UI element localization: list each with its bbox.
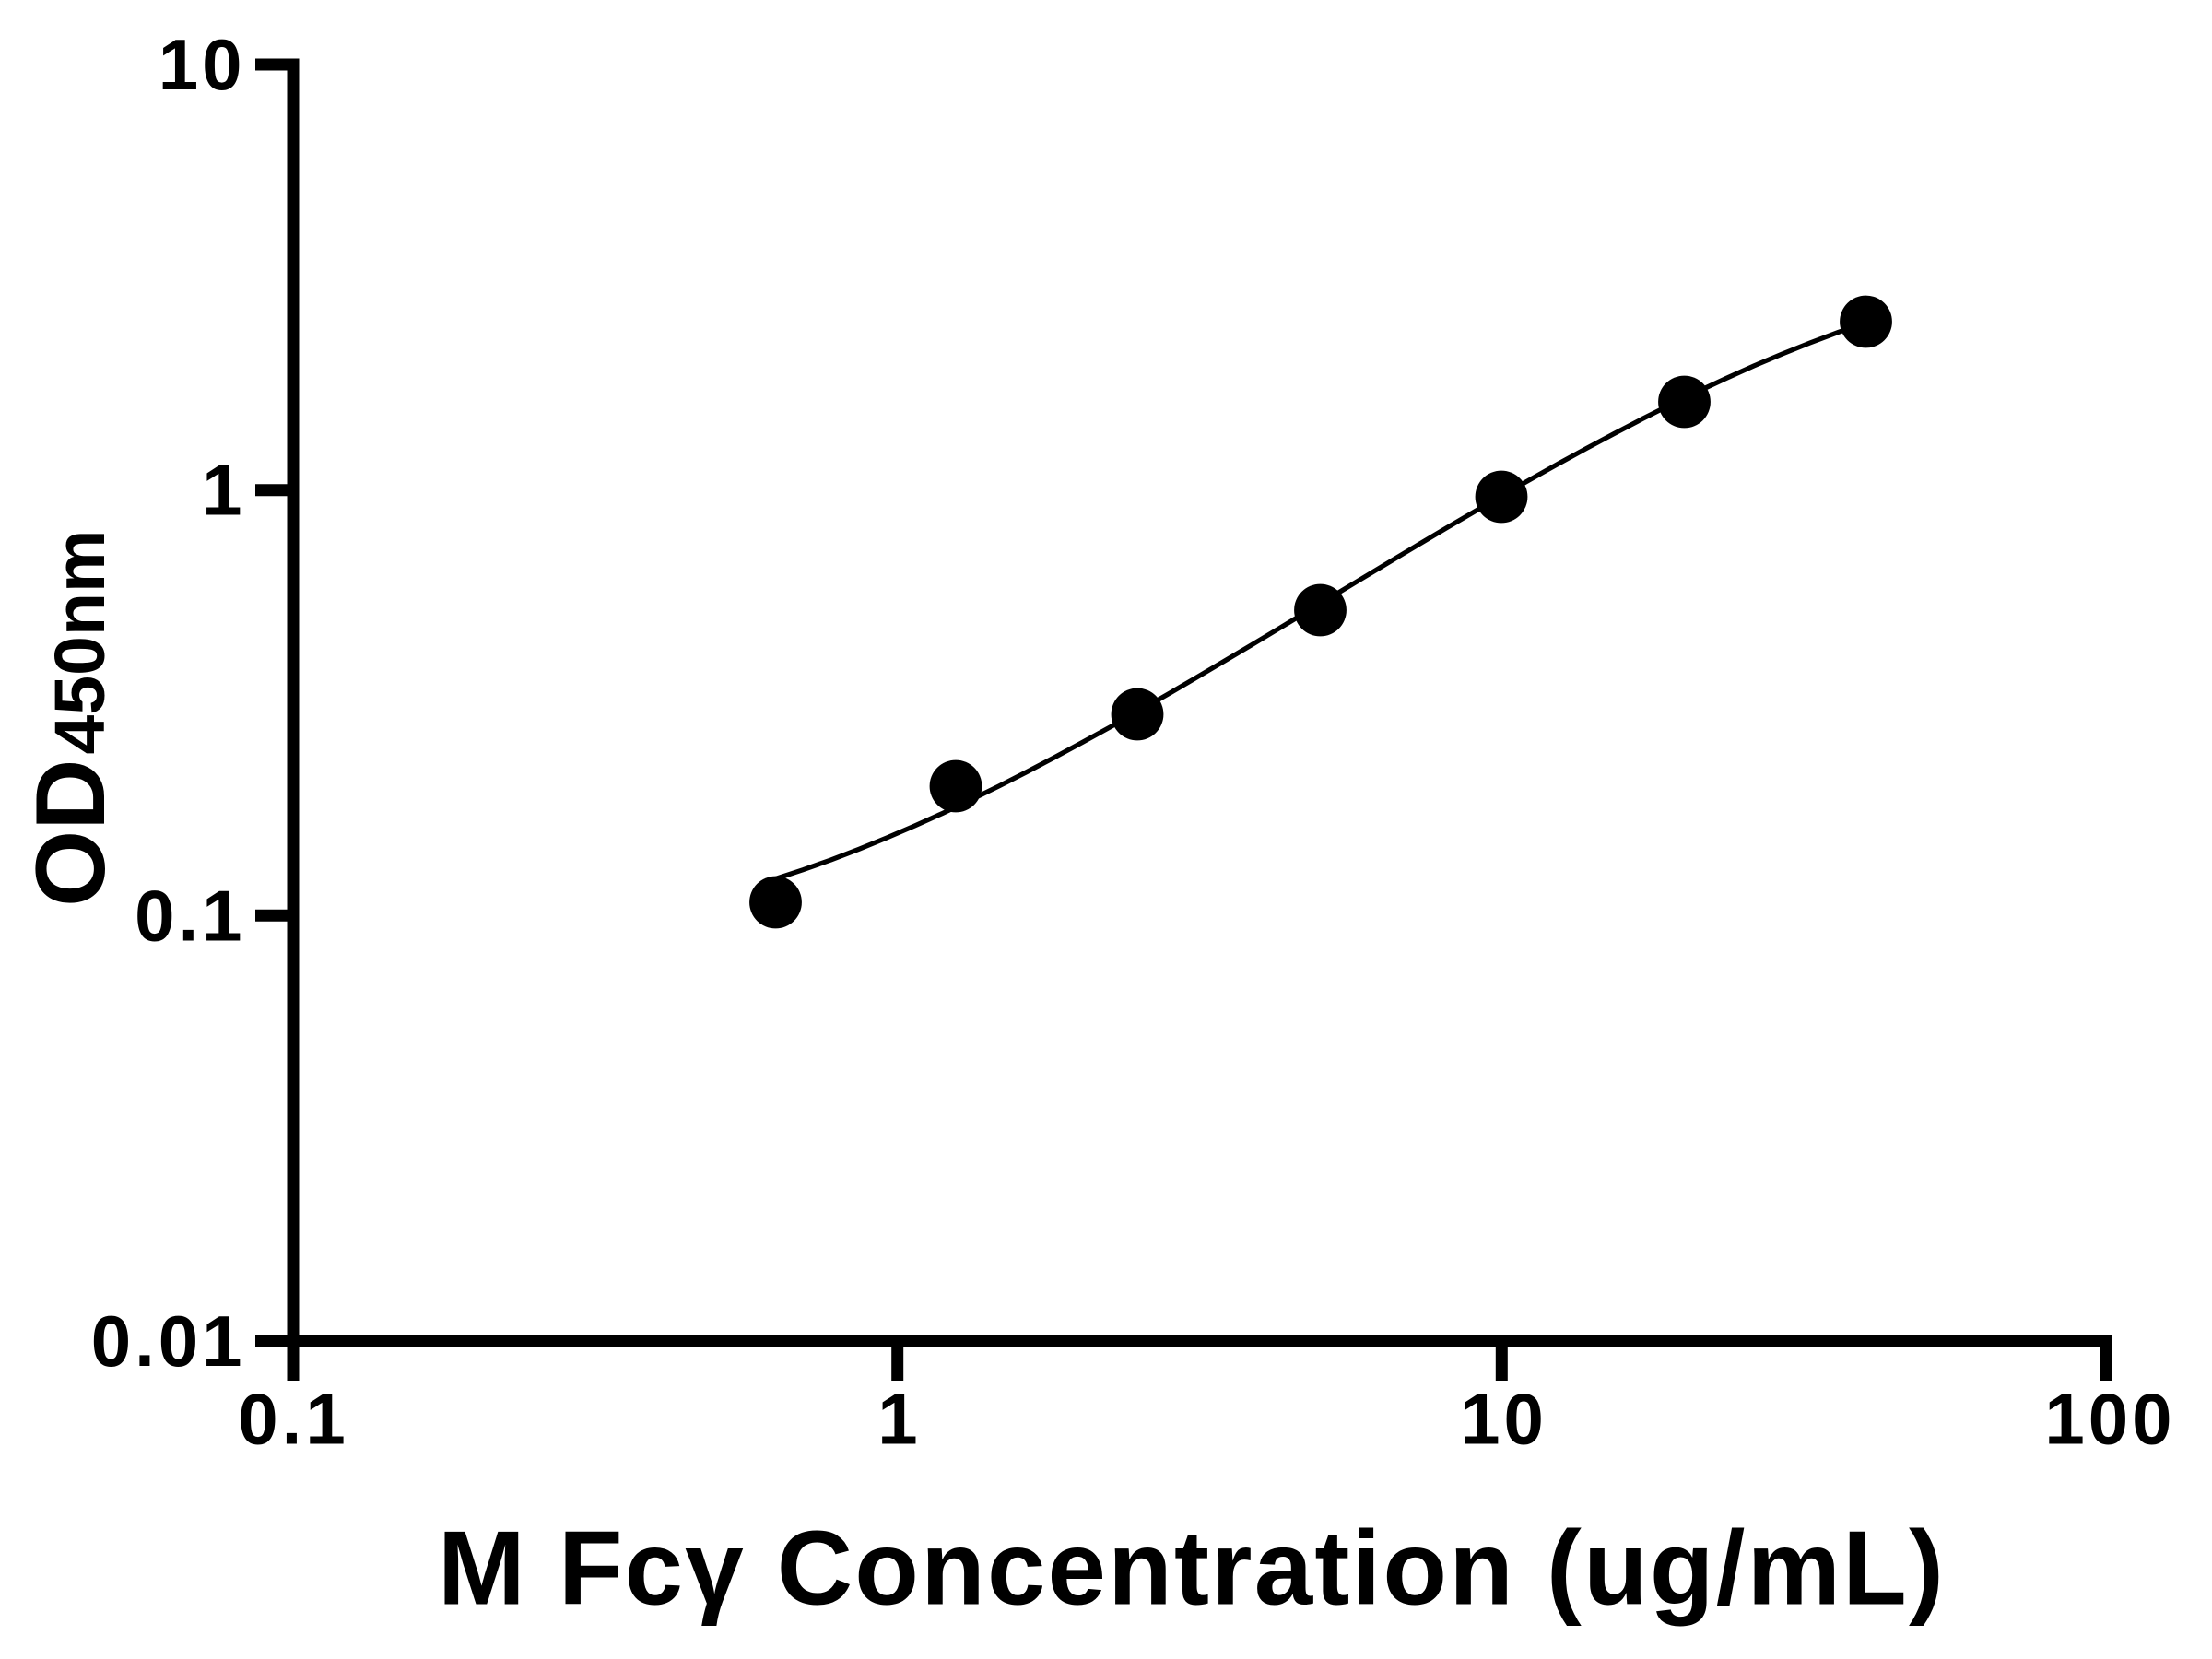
svg-text:1: 1 [202,450,245,531]
svg-text:100: 100 [2044,1379,2175,1460]
svg-text:0.1: 0.1 [238,1379,348,1460]
svg-text:0.01: 0.01 [91,1300,246,1382]
svg-text:1: 1 [877,1379,921,1460]
svg-text:10: 10 [1460,1379,1547,1460]
svg-text:10: 10 [159,24,246,105]
svg-text:0.1: 0.1 [135,875,245,956]
svg-text:M Fcγ Concentration (ug/mL): M Fcγ Concentration (ug/mL) [438,1511,1946,1628]
